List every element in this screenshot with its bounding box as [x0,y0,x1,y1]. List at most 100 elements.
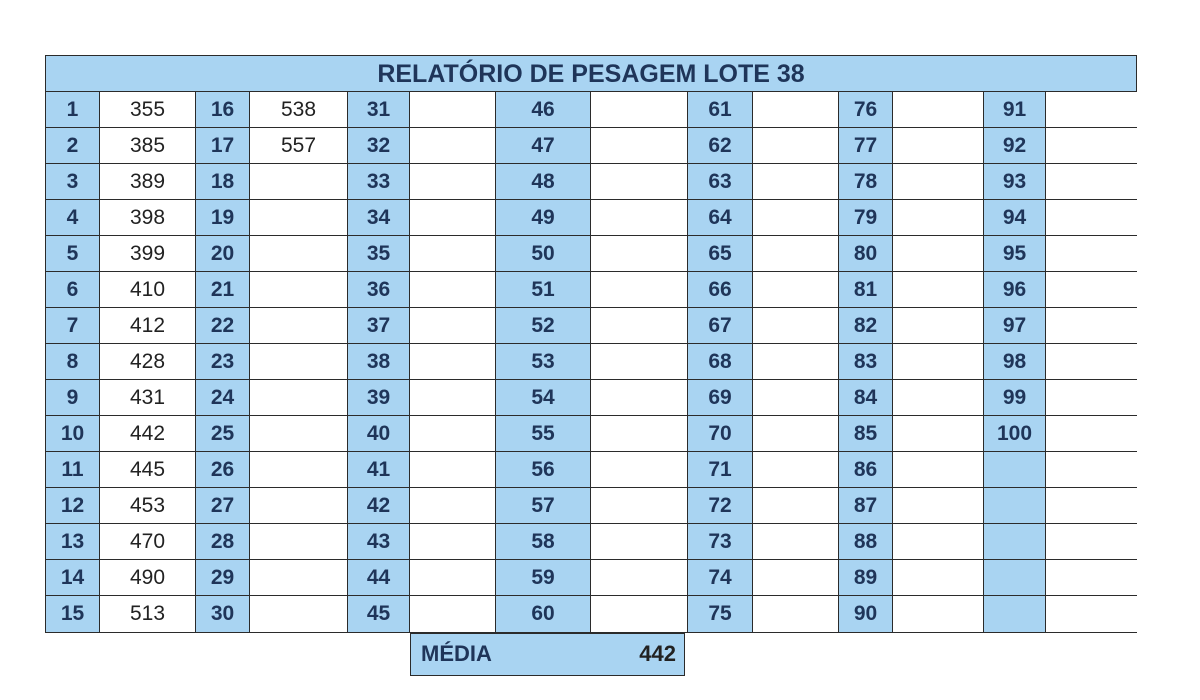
lot-number-cell: 59 [496,560,591,595]
lot-number-cell: 1 [46,92,100,127]
weight-cell [893,164,984,199]
weight-cell [753,488,839,523]
weight-cell [753,524,839,559]
lot-number-cell: 96 [984,272,1046,307]
lot-number-cell: 13 [46,524,100,559]
table-row: 3 389 18 33 48 63 78 93 [46,164,1138,200]
weight-cell [410,524,496,559]
lot-number-cell: 93 [984,164,1046,199]
lot-number-cell: 5 [46,236,100,271]
weight-cell [753,344,839,379]
lot-number-cell: 64 [688,200,753,235]
weight-cell [250,272,348,307]
weight-cell [1046,560,1138,595]
lot-number-cell: 98 [984,344,1046,379]
lot-number-cell: 49 [496,200,591,235]
weight-cell: 445 [100,452,196,487]
lot-number-cell: 76 [839,92,893,127]
lot-number-cell: 11 [46,452,100,487]
lot-number-cell: 90 [839,596,893,632]
weight-cell [893,524,984,559]
weight-cell: 470 [100,524,196,559]
weight-cell [893,452,984,487]
weight-cell: 399 [100,236,196,271]
lot-number-cell: 65 [688,236,753,271]
lot-number-cell: 25 [196,416,250,451]
lot-number-cell: 56 [496,452,591,487]
weight-cell [410,452,496,487]
weight-cell [1046,164,1138,199]
weight-cell [410,92,496,127]
table-row: 9 431 24 39 54 69 84 99 [46,380,1138,416]
lot-number-cell: 58 [496,524,591,559]
table-row: 15 513 30 45 60 75 90 [46,596,1138,632]
lot-number-cell: 92 [984,128,1046,163]
table-row: 14 490 29 44 59 74 89 [46,560,1138,596]
weight-cell [1046,200,1138,235]
weight-cell [591,416,688,451]
lot-number-cell: 67 [688,308,753,343]
lot-number-cell: 32 [348,128,410,163]
lot-number-cell: 45 [348,596,410,632]
lot-number-cell: 46 [496,92,591,127]
weight-cell: 385 [100,128,196,163]
weight-cell [410,344,496,379]
weight-cell: 389 [100,164,196,199]
weight-cell [591,200,688,235]
weight-cell [893,308,984,343]
weight-cell: 410 [100,272,196,307]
lot-number-cell: 28 [196,524,250,559]
weight-cell [753,380,839,415]
lot-number-cell: 68 [688,344,753,379]
weight-cell [591,524,688,559]
lot-number-cell: 37 [348,308,410,343]
lot-number-cell: 44 [348,560,410,595]
weight-cell: 431 [100,380,196,415]
weight-cell: 355 [100,92,196,127]
lot-number-cell: 71 [688,452,753,487]
lot-number-cell: 88 [839,524,893,559]
lot-number-cell: 19 [196,200,250,235]
lot-number-cell: 2 [46,128,100,163]
lot-number-cell: 42 [348,488,410,523]
weight-cell: 490 [100,560,196,595]
lot-number-cell [984,560,1046,595]
lot-number-cell: 72 [688,488,753,523]
lot-number-cell: 60 [496,596,591,632]
weight-cell [753,164,839,199]
weight-cell [753,416,839,451]
weight-cell: 538 [250,92,348,127]
weight-cell [591,308,688,343]
lot-number-cell: 22 [196,308,250,343]
lot-number-cell: 83 [839,344,893,379]
lot-number-cell: 57 [496,488,591,523]
lot-number-cell: 73 [688,524,753,559]
weight-cell [410,164,496,199]
weight-cell [410,200,496,235]
lot-number-cell: 95 [984,236,1046,271]
lot-number-cell [984,452,1046,487]
lot-number-cell: 81 [839,272,893,307]
lot-number-cell: 79 [839,200,893,235]
average-box: MÉDIA 442 [410,633,685,676]
weight-cell [1046,380,1138,415]
weight-cell [893,128,984,163]
weight-cell [250,164,348,199]
lot-number-cell: 12 [46,488,100,523]
table-row: 10 442 25 40 55 70 85 100 [46,416,1138,452]
weight-cell [250,236,348,271]
weight-cell [893,596,984,632]
lot-number-cell: 7 [46,308,100,343]
lot-number-cell: 24 [196,380,250,415]
lot-number-cell: 17 [196,128,250,163]
lot-number-cell: 50 [496,236,591,271]
weight-cell [753,308,839,343]
weight-cell [893,92,984,127]
weight-cell: 453 [100,488,196,523]
lot-number-cell: 38 [348,344,410,379]
lot-number-cell: 94 [984,200,1046,235]
lot-number-cell: 80 [839,236,893,271]
lot-number-cell: 21 [196,272,250,307]
weight-cell [591,92,688,127]
lot-number-cell: 52 [496,308,591,343]
